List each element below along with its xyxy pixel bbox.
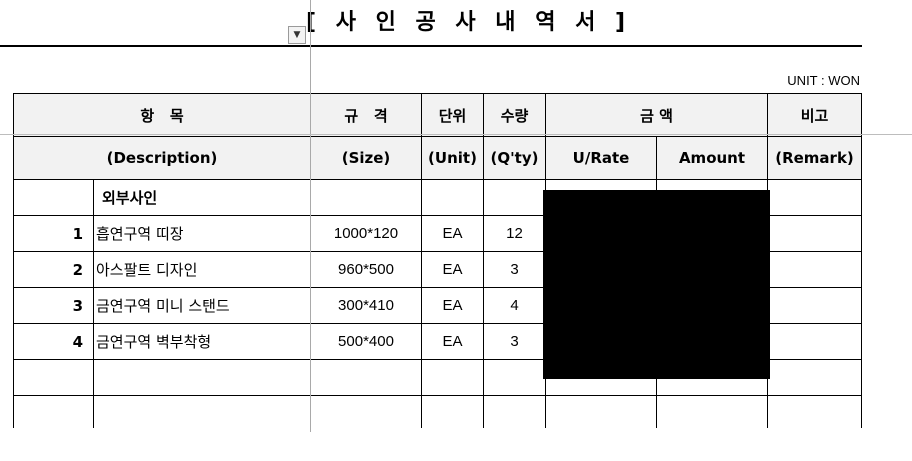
item-description[interactable]: 금연구역 미니 스탠드 [93, 287, 311, 324]
header-row-2: (Description) (Size) (Unit) (Q'ty) U/Rat… [13, 136, 862, 180]
cell-blank[interactable] [310, 359, 422, 396]
cell-blank[interactable] [421, 395, 484, 432]
item-qty[interactable]: 4 [483, 287, 546, 324]
header-size[interactable]: 규 격 [310, 93, 422, 137]
header-qty[interactable]: 수량 [483, 93, 546, 137]
cell-blank[interactable] [13, 179, 94, 216]
item-size[interactable]: 300*410 [310, 287, 422, 324]
row-number[interactable]: 2 [13, 251, 94, 288]
item-description[interactable]: 흡연구역 띠장 [93, 215, 311, 252]
item-size[interactable]: 960*500 [310, 251, 422, 288]
item-unit[interactable]: EA [421, 287, 484, 324]
cell-blank[interactable] [93, 359, 311, 396]
header-amount[interactable]: Amount [656, 136, 768, 180]
item-description[interactable]: 금연구역 벽부착형 [93, 323, 311, 360]
cell-blank[interactable] [421, 359, 484, 396]
title-underline [0, 45, 862, 47]
filter-dropdown-icon[interactable]: ▼ [288, 26, 306, 44]
split-pane-vertical-line[interactable] [310, 0, 311, 432]
sheet-cutoff [0, 428, 912, 461]
cell-blank[interactable] [767, 395, 862, 432]
header-unit-en[interactable]: (Unit) [421, 136, 484, 180]
item-remark[interactable] [767, 251, 862, 288]
item-qty[interactable]: 3 [483, 323, 546, 360]
item-remark[interactable] [767, 323, 862, 360]
redaction-block [543, 190, 770, 379]
document-title: [ 사 인 공 사 내 역 서 ] [306, 10, 632, 35]
cell-blank[interactable] [545, 395, 657, 432]
header-description[interactable]: (Description) [13, 136, 311, 180]
cell-blank[interactable] [13, 395, 94, 432]
cell-blank[interactable] [421, 179, 484, 216]
item-unit[interactable]: EA [421, 215, 484, 252]
header-item[interactable]: 항 목 [13, 93, 311, 137]
item-unit[interactable]: EA [421, 251, 484, 288]
header-row-1: 항 목 규 격 단위 수량 금 액 비고 [13, 93, 862, 137]
cell-blank[interactable] [767, 359, 862, 396]
unit-note: UNIT : WON [787, 73, 860, 88]
header-remark-en[interactable]: (Remark) [767, 136, 862, 180]
cell-blank[interactable] [93, 395, 311, 432]
split-pane-horizontal-line[interactable] [0, 134, 912, 135]
item-unit[interactable]: EA [421, 323, 484, 360]
header-qty-en[interactable]: (Q'ty) [483, 136, 546, 180]
cell-blank[interactable] [656, 395, 768, 432]
header-urate[interactable]: U/Rate [545, 136, 657, 180]
empty-row [13, 395, 862, 432]
cell-blank[interactable] [310, 179, 422, 216]
header-amount-group[interactable]: 금 액 [545, 93, 768, 137]
item-remark[interactable] [767, 215, 862, 252]
item-remark[interactable] [767, 287, 862, 324]
header-unit[interactable]: 단위 [421, 93, 484, 137]
estimate-table: 항 목 규 격 단위 수량 금 액 비고 (Description) (Size… [13, 93, 862, 432]
header-remark[interactable]: 비고 [767, 93, 862, 137]
header-size-en[interactable]: (Size) [310, 136, 422, 180]
cell-blank[interactable] [483, 359, 546, 396]
item-description[interactable]: 아스팔트 디자인 [93, 251, 311, 288]
row-number[interactable]: 4 [13, 323, 94, 360]
row-number[interactable]: 3 [13, 287, 94, 324]
cell-blank[interactable] [767, 179, 862, 216]
item-qty[interactable]: 12 [483, 215, 546, 252]
cell-blank[interactable] [483, 179, 546, 216]
item-size[interactable]: 500*400 [310, 323, 422, 360]
section-label[interactable]: 외부사인 [93, 179, 311, 216]
cell-blank[interactable] [483, 395, 546, 432]
item-size[interactable]: 1000*120 [310, 215, 422, 252]
cell-blank[interactable] [310, 395, 422, 432]
item-qty[interactable]: 3 [483, 251, 546, 288]
cell-blank[interactable] [13, 359, 94, 396]
row-number[interactable]: 1 [13, 215, 94, 252]
